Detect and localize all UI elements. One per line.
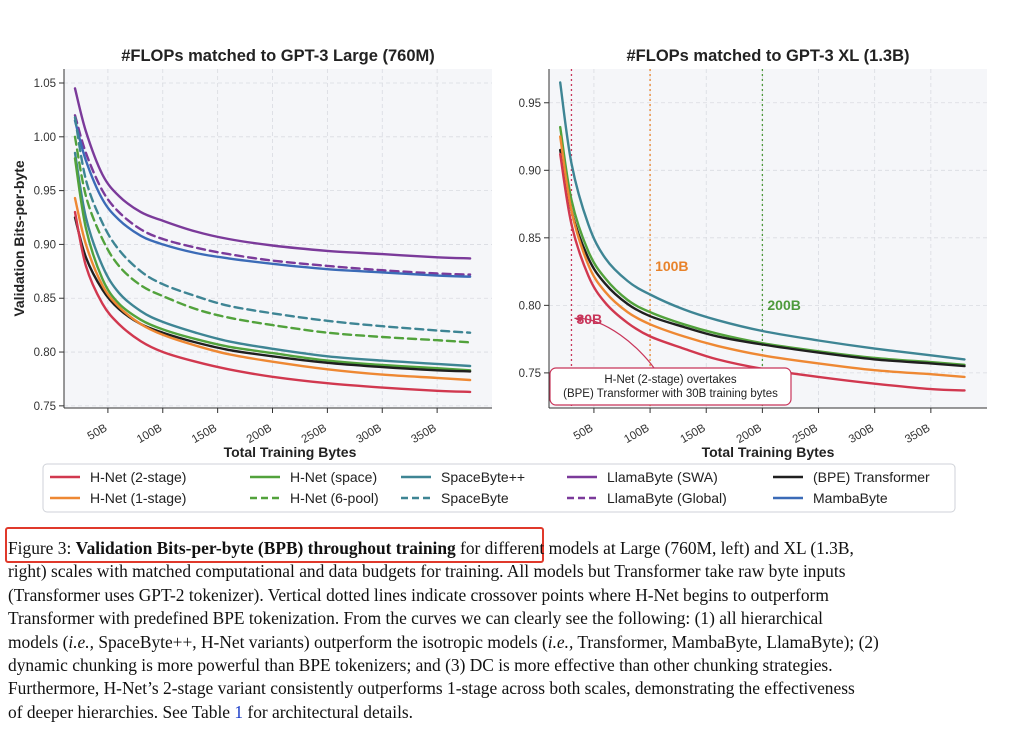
y-tick-label: 0.75	[34, 401, 56, 413]
series-line	[73, 87, 472, 260]
plot-area	[64, 69, 492, 408]
legend-label: SpaceByte++	[441, 469, 525, 485]
y-tick-label: 0.80	[34, 347, 56, 359]
y-tick-label: 0.90	[519, 165, 541, 177]
crossover-label: 200B	[767, 297, 800, 313]
annotation-arrowhead	[574, 315, 584, 323]
caption-highlight-box	[5, 527, 544, 563]
series-line	[559, 148, 966, 368]
caption-line-7: Furthermore, H-Net’s 2-stage variant con…	[8, 678, 855, 699]
y-tick-label: 0.75	[519, 368, 541, 380]
y-tick-label: 0.95	[34, 186, 56, 198]
series-line	[73, 196, 472, 382]
legend: H-Net (2-stage) H-Net (1-stage) H-Net (spa…	[42, 463, 956, 513]
series-line	[73, 116, 472, 334]
series-line	[559, 81, 966, 361]
series-line	[73, 210, 472, 394]
x-axis-label: Total Training Bytes	[702, 444, 835, 460]
series-line	[73, 157, 472, 372]
y-tick-label: 0.85	[519, 233, 541, 245]
y-axis-label: Validation Bits-per-byte	[11, 160, 27, 317]
caption-text: Transformer, MambaByte, LlamaByte); (2)	[573, 631, 879, 652]
annotation-box	[549, 367, 792, 406]
legend-label: LlamaByte (Global)	[607, 490, 727, 506]
legend-label: H-Net (2-stage)	[90, 469, 186, 485]
plot-area	[549, 69, 987, 408]
caption-line-6: dynamic chunking is more powerful than B…	[8, 655, 833, 676]
caption-text: of deeper hierarchies. See Table	[8, 701, 235, 722]
legend-label: MambaByte	[813, 490, 888, 506]
caption-line-2: right) scales with matched computational…	[8, 561, 846, 582]
legend-label: LlamaByte (SWA)	[607, 469, 718, 485]
figure-caption: Figure 3: Validation Bits-per-byte (BPB)…	[8, 537, 1008, 724]
legend-label: H-Net (space)	[290, 469, 377, 485]
y-tick-label: 0.85	[34, 293, 56, 305]
caption-text: for architectural details.	[243, 701, 414, 722]
legend-label: H-Net (6-pool)	[290, 490, 379, 506]
caption-text: models (	[8, 631, 69, 652]
caption-line-1: Figure 3: Validation Bits-per-byte (BPB)…	[8, 537, 1008, 560]
annotation-text: H-Net (2-stage) overtakes	[604, 374, 737, 386]
table-1-link[interactable]: 1	[234, 701, 244, 722]
y-tick-label: 1.00	[34, 132, 56, 144]
legend-label: SpaceByte	[441, 490, 509, 506]
caption-line-8: of deeper hierarchies. See Table 1 for a…	[8, 701, 1008, 724]
series-line	[559, 152, 966, 392]
series-line	[73, 119, 472, 278]
chart-title: #FLOPs matched to GPT-3 XL (1.3B)	[626, 47, 909, 65]
annotation-arrow	[574, 317, 655, 369]
caption-italic: i.e.,	[547, 631, 574, 652]
series-line	[73, 216, 472, 373]
series-line	[559, 135, 966, 379]
caption-text: for different models at Large (760M, lef…	[455, 538, 854, 558]
series-line	[559, 125, 966, 366]
caption-line-4: Transformer with predefined BPE tokeniza…	[8, 608, 823, 629]
series-line	[73, 151, 472, 368]
caption-bold-title: Validation Bits-per-byte (BPB) throughou…	[75, 538, 456, 558]
x-axis-label: Total Training Bytes	[224, 444, 357, 460]
y-tick-label: 1.05	[34, 78, 56, 90]
caption-line-3: (Transformer uses GPT-2 tokenizer). Vert…	[8, 584, 829, 605]
chart-title: #FLOPs matched to GPT-3 Large (760M)	[121, 47, 435, 65]
legend-label: (BPE) Transformer	[813, 469, 930, 485]
series-line	[73, 114, 472, 276]
caption-italic: i.e.,	[68, 631, 94, 652]
crossover-label: 30B	[576, 311, 602, 327]
caption-prefix: Figure 3:	[8, 538, 76, 558]
y-tick-label: 0.80	[519, 300, 541, 312]
crossover-label: 100B	[655, 258, 688, 274]
caption-line-5: models (i.e., SpaceByte++, H-Net variant…	[8, 631, 1008, 654]
series-line	[73, 135, 472, 344]
caption-text: SpaceByte++, H-Net variants) outperform …	[93, 631, 548, 652]
annotation-text: (BPE) Transformer with 30B training byte…	[563, 388, 778, 400]
y-tick-label: 0.95	[519, 98, 541, 110]
legend-label: H-Net (1-stage)	[90, 490, 186, 506]
y-tick-label: 0.90	[34, 239, 56, 251]
